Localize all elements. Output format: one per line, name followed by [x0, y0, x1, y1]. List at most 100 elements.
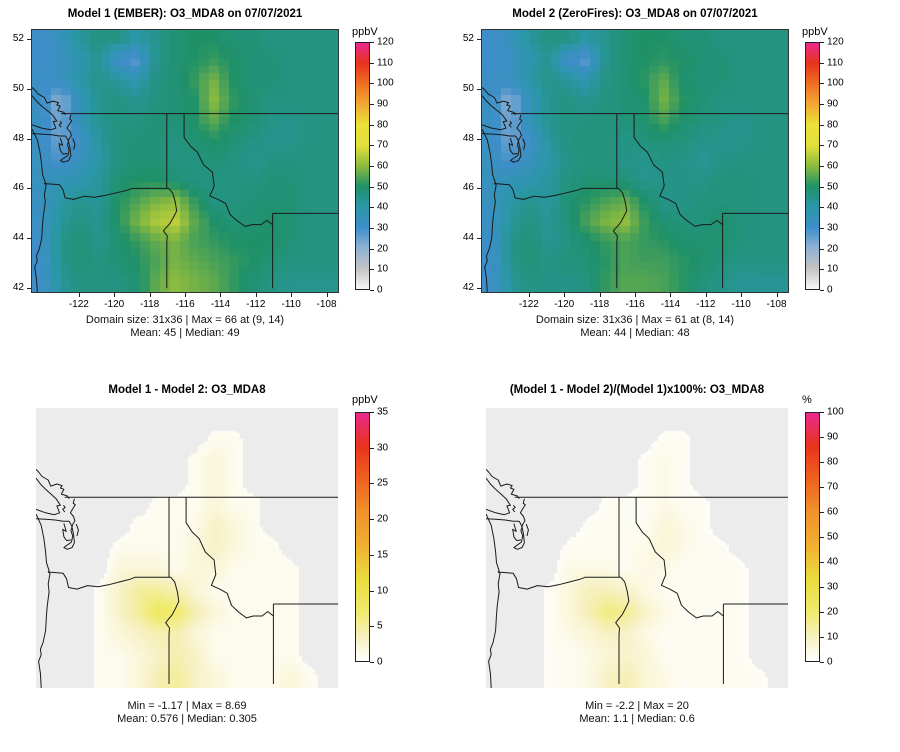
- colorbar-tick-mark: [370, 519, 374, 521]
- border-wa-or-border: [48, 571, 171, 590]
- model1-ember-raster: [32, 30, 338, 292]
- border-or-id-border: [162, 188, 178, 289]
- colorbar-tick-mark: [820, 412, 824, 413]
- border-bc-mainland-coast: [486, 468, 520, 499]
- colorbar-tick-mark: [370, 590, 374, 592]
- x-axis-tick-mark: [149, 293, 151, 297]
- colorbar-tick-label: 110: [377, 57, 393, 69]
- panel-title: Model 1 (EMBER): O3_MDA8 on 07/07/2021: [67, 8, 303, 20]
- colorbar-tick-label: 110: [827, 57, 843, 69]
- colorbar-tick-mark: [370, 145, 374, 147]
- border-puget-sound: [63, 498, 76, 550]
- colorbar-tick-mark: [820, 637, 824, 638]
- y-axis-tick-label: 52: [462, 32, 474, 44]
- y-axis-tick-mark: [477, 288, 481, 290]
- colorbar-tick-mark: [370, 83, 374, 85]
- colorbar-tick-mark: [820, 83, 824, 85]
- stats-line-2: Mean: 1.1 | Median: 0.6: [579, 713, 695, 725]
- colorbar-tick-mark: [820, 290, 824, 291]
- border-id-mt-border: [635, 497, 724, 619]
- colorbar-tick-label: 50: [827, 181, 839, 193]
- colorbar-tick-mark: [370, 554, 374, 556]
- border-coast-pacific: [36, 513, 51, 688]
- colorbar-gradient: [805, 42, 820, 290]
- y-axis-tick-label: 48: [12, 132, 24, 144]
- colorbar-tick-label: 120: [827, 36, 844, 48]
- colorbar-tick-label: 10: [827, 263, 839, 275]
- colorbar-tick-mark: [820, 562, 824, 563]
- colorbar-tick-label: 70: [377, 139, 389, 151]
- colorbar-tick-label: 60: [377, 160, 389, 172]
- x-axis-tick-mark: [326, 293, 328, 297]
- border-strait-juan-de-fuca: [482, 133, 516, 137]
- y-axis-tick-mark: [477, 238, 481, 240]
- x-axis-tick-label: -122: [518, 299, 539, 310]
- panel-percent-difference: (Model 1 - Model 2)/(Model 1)x100%: O3_M…: [450, 376, 900, 752]
- y-axis-tick-label: 52: [12, 32, 24, 44]
- y-axis-tick-label: 46: [12, 182, 24, 194]
- colorbar-unit-label: %: [802, 394, 812, 406]
- x-axis-tick-mark: [635, 293, 636, 297]
- colorbar-tick-mark: [820, 145, 824, 147]
- panel-model2-zerofires: Model 2 (ZeroFires): O3_MDA8 on 07/07/20…: [450, 0, 900, 376]
- colorbar-tick-label: 15: [377, 549, 389, 561]
- x-axis-tick-mark: [741, 293, 743, 297]
- stats-line-2: Mean: 45 | Median: 49: [130, 327, 240, 339]
- colorbar-tick-mark: [820, 662, 824, 663]
- stats-line-1: Min = -2.2 | Max = 20: [585, 700, 689, 712]
- border-bc-mainland-coast: [36, 468, 70, 499]
- colorbar-tick-label: 10: [377, 263, 389, 275]
- y-axis-tick-label: 42: [12, 282, 24, 294]
- colorbar-tick-label: 100: [377, 77, 394, 89]
- colorbar-tick-mark: [370, 166, 374, 167]
- colorbar-gradient: [355, 42, 370, 290]
- colorbar-tick-label: 0: [827, 284, 833, 296]
- y-axis-tick-label: 44: [462, 232, 474, 244]
- colorbar-tick-mark: [820, 269, 824, 271]
- border-strait-juan-de-fuca: [36, 518, 70, 522]
- x-axis-tick-label: -112: [696, 299, 716, 310]
- x-axis-tick-label: -118: [589, 299, 610, 310]
- border-strait-juan-de-fuca: [486, 518, 520, 522]
- colorbar-gradient: [355, 412, 370, 662]
- colorbar-tick-label: 50: [377, 181, 389, 193]
- x-axis-tick-mark: [78, 293, 80, 297]
- colorbar-tick-mark: [820, 166, 824, 167]
- x-axis-tick-mark: [528, 293, 530, 297]
- border-id-mt-border: [633, 113, 723, 227]
- panel-model1-ember: Model 1 (EMBER): O3_MDA8 on 07/07/2021 p…: [0, 0, 450, 376]
- model1-minus-model2-raster: [36, 408, 338, 688]
- border-whidbey-island: [75, 523, 79, 537]
- colorbar-tick-label: 100: [827, 406, 844, 418]
- y-axis-tick-label: 46: [462, 182, 474, 194]
- y-axis-tick-label: 50: [12, 82, 24, 94]
- x-axis-tick-label: -116: [625, 299, 645, 310]
- colorbar-tick-mark: [820, 462, 824, 463]
- y-axis-tick-label: 44: [12, 232, 24, 244]
- colorbar-tick-label: 0: [827, 656, 833, 668]
- border-wa-or-border: [44, 183, 169, 200]
- colorbar-tick-label: 60: [827, 160, 839, 172]
- x-axis-tick-mark: [564, 293, 566, 297]
- map-borders-overlay: [32, 87, 338, 292]
- border-san-juan-islands: [58, 120, 62, 128]
- border-hood-canal: [512, 523, 521, 541]
- y-axis-tick-mark: [27, 38, 31, 40]
- colorbar-tick-mark: [370, 412, 374, 413]
- colorbar-tick-mark: [820, 437, 824, 438]
- border-coast-pacific: [486, 513, 501, 688]
- colorbar-tick-label: 90: [827, 431, 839, 443]
- colorbar-tick-mark: [820, 62, 824, 64]
- colorbar-tick-mark: [820, 487, 824, 488]
- colorbar-tick-label: 50: [827, 531, 839, 543]
- colorbar-tick-label: 10: [827, 631, 839, 643]
- panel-title: Model 1 - Model 2: O3_MDA8: [108, 384, 266, 396]
- colorbar-tick-mark: [820, 104, 824, 105]
- x-axis-tick-mark: [776, 293, 778, 297]
- x-axis-tick-label: -122: [68, 299, 89, 310]
- border-whidbey-island: [525, 523, 529, 537]
- colorbar-tick-mark: [820, 612, 824, 613]
- colorbar-tick-mark: [370, 662, 374, 663]
- colorbar-tick-label: 80: [377, 119, 389, 131]
- x-axis-tick-mark: [220, 293, 222, 297]
